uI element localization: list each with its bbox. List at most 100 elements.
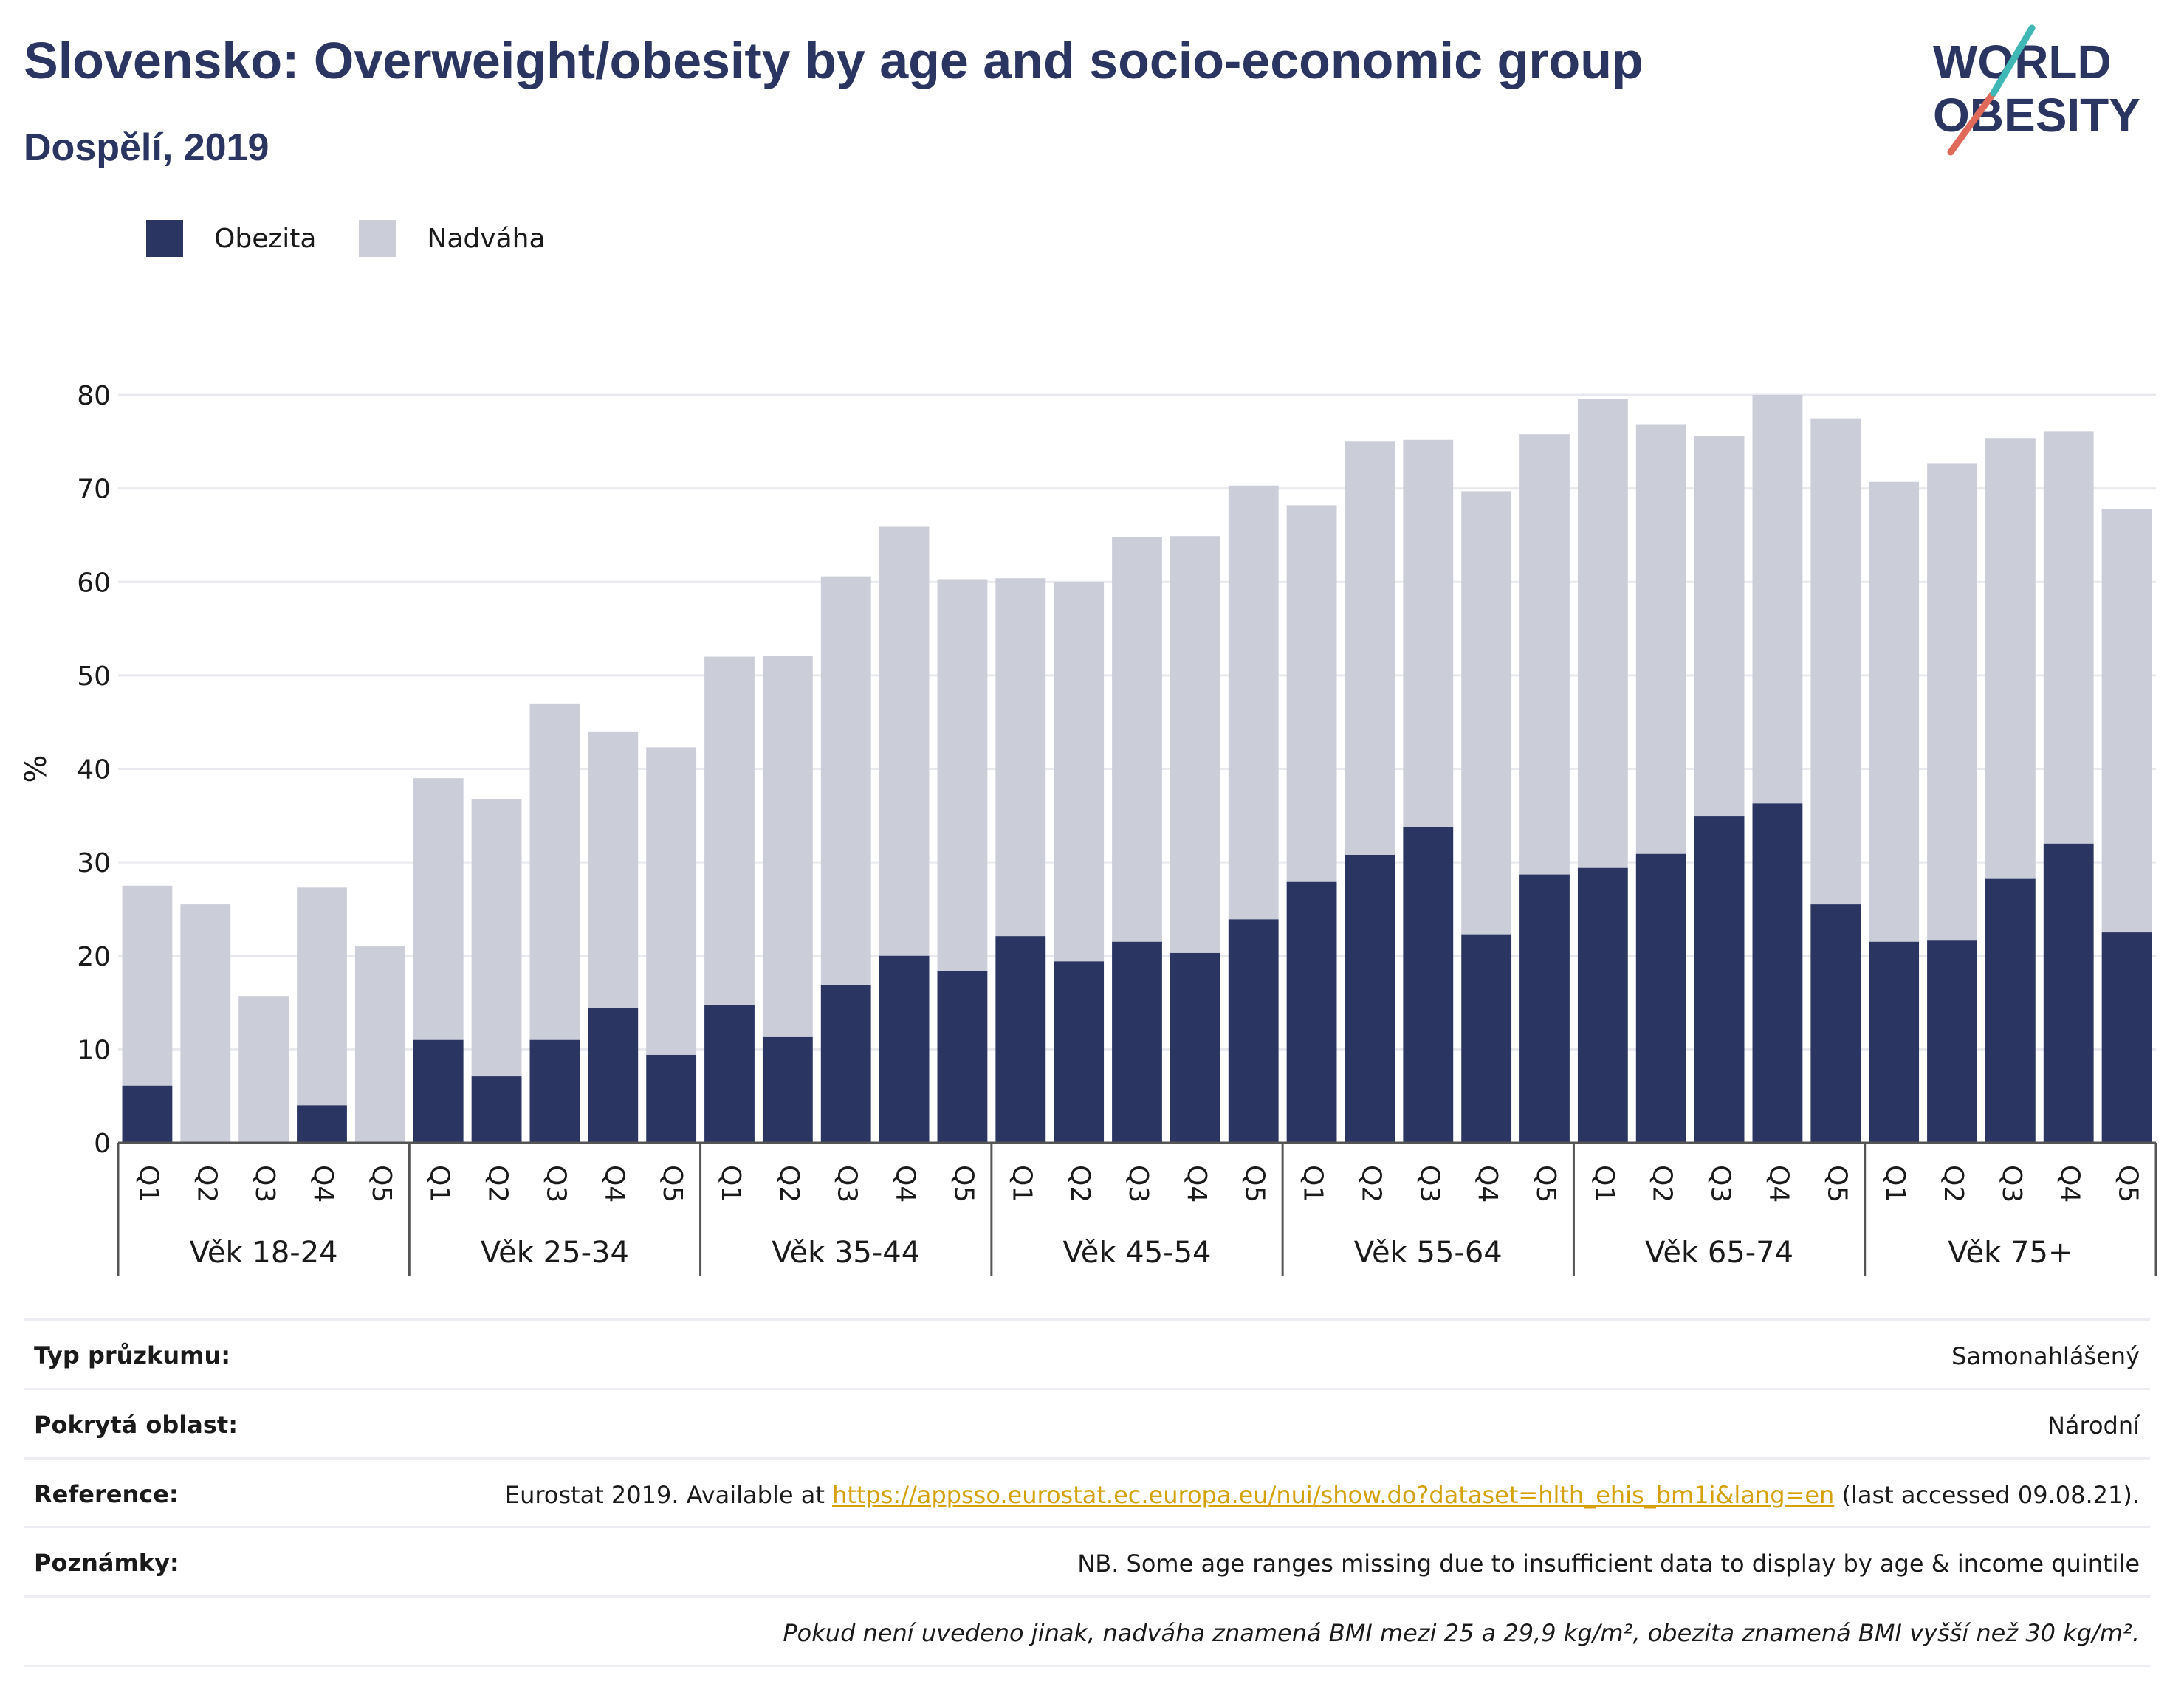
info-row-survey-type: Typ průzkumu: Samonahlášený (24, 1318, 2150, 1388)
bar-obezita (1985, 878, 2036, 1143)
y-tick-label: 80 (77, 381, 111, 411)
x-tick-label: Q4 (1472, 1165, 1503, 1203)
legend-label-obezita: Obezita (214, 223, 317, 254)
x-tick-label: Q5 (1821, 1165, 1852, 1203)
y-tick-label: 40 (77, 755, 111, 785)
bar-obezita (646, 1054, 697, 1143)
y-tick-label: 70 (77, 475, 111, 505)
x-tick-label: Q2 (1356, 1165, 1386, 1203)
legend-item-obezita: Obezita (146, 220, 316, 257)
bar-nadvaha (238, 996, 289, 1143)
bar-nadvaha (354, 946, 405, 1143)
y-tick-label: 30 (77, 848, 111, 879)
x-tick-label: Q1 (425, 1165, 455, 1203)
x-tick-label: Q4 (1181, 1165, 1212, 1203)
bar-nadvaha (1985, 438, 2036, 879)
info-row-reference: Reference: Eurostat 2019. Available at h… (24, 1457, 2150, 1527)
x-tick-label: Q4 (2055, 1165, 2085, 1203)
bar-nadvaha (180, 904, 231, 1143)
group-label: Věk 75+ (1948, 1236, 2073, 1270)
chart-legend: Obezita Nadváha (146, 219, 588, 258)
bar-obezita (1577, 867, 1628, 1143)
bar-nadvaha (995, 578, 1046, 937)
x-tick-label: Q2 (191, 1165, 222, 1203)
bar-nadvaha (1869, 481, 1920, 942)
bar-obezita (879, 955, 930, 1143)
coverage-label: Pokrytá oblast: (34, 1410, 238, 1439)
x-tick-label: Q5 (657, 1165, 687, 1203)
logo-slash-teal (1990, 24, 2036, 97)
bar-nadvaha (1810, 418, 1861, 905)
x-tick-label: Q3 (832, 1165, 862, 1203)
x-tick-label: Q5 (948, 1165, 978, 1203)
reference-label: Reference: (34, 1479, 179, 1508)
legend-swatch-obezita (146, 220, 183, 257)
notes-value: NB. Some age ranges missing due to insuf… (1077, 1550, 2140, 1578)
x-tick-label: Q3 (1706, 1165, 1736, 1203)
notes-label: Poznámky: (34, 1549, 179, 1578)
bar-obezita (820, 985, 871, 1143)
x-tick-label: Q4 (308, 1165, 338, 1203)
bar-nadvaha (297, 887, 347, 1106)
x-tick-label: Q2 (483, 1165, 513, 1203)
footnote: Pokud není uvedeno jinak, nadváha znamen… (783, 1619, 2140, 1648)
x-tick-label: Q5 (2113, 1165, 2143, 1203)
x-tick-label: Q5 (1240, 1165, 1270, 1203)
x-tick-label: Q2 (1065, 1165, 1095, 1203)
bar-nadvaha (1752, 395, 1803, 804)
x-tick-label: Q1 (1880, 1165, 1910, 1203)
bar-nadvaha (646, 747, 697, 1055)
x-tick-label: Q4 (1763, 1165, 1793, 1203)
info-row-coverage: Pokrytá oblast: Národní (24, 1387, 2150, 1457)
reference-suffix: (last accessed 09.08.21). (1834, 1480, 2140, 1509)
group-label: Věk 65-74 (1645, 1236, 1793, 1270)
x-tick-label: Q1 (715, 1165, 746, 1203)
bar-nadvaha (1519, 434, 1570, 875)
bar-nadvaha (1403, 439, 1454, 828)
bar-nadvaha (529, 703, 580, 1040)
bar-obezita (1403, 827, 1454, 1143)
y-tick-label: 10 (77, 1035, 111, 1065)
bar-nadvaha (1694, 436, 1745, 817)
bar-obezita (529, 1039, 580, 1143)
y-tick-label: 20 (77, 942, 111, 972)
bar-obezita (1461, 934, 1512, 1143)
coverage-value: Národní (2047, 1411, 2140, 1440)
bar-nadvaha (1635, 424, 1686, 854)
bar-obezita (1927, 940, 1977, 1143)
reference-link[interactable]: https://appsso.eurostat.ec.europa.eu/nui… (832, 1480, 1835, 1509)
y-tick-label: 0 (94, 1129, 111, 1159)
bar-nadvaha (762, 656, 813, 1037)
x-tick-label: Q3 (1414, 1165, 1444, 1203)
bar-obezita (588, 1008, 639, 1143)
bar-obezita (762, 1036, 813, 1143)
x-tick-label: Q2 (1938, 1165, 1968, 1203)
x-tick-label: Q4 (890, 1165, 921, 1203)
x-tick-label: Q4 (599, 1165, 629, 1203)
bar-obezita (2043, 843, 2094, 1143)
logo-slash-red (1947, 89, 1997, 156)
bar-nadvaha (1054, 582, 1105, 962)
bar-obezita (1635, 853, 1686, 1143)
group-label: Věk 35-44 (772, 1236, 920, 1270)
bar-obezita (1869, 941, 1920, 1143)
survey-type-value: Samonahlášený (1951, 1342, 2140, 1370)
x-tick-label: Q1 (1298, 1165, 1328, 1203)
bar-obezita (1519, 874, 1570, 1143)
bar-obezita (1054, 961, 1105, 1143)
x-tick-label: Q2 (774, 1165, 804, 1203)
x-tick-label: Q3 (1123, 1165, 1153, 1203)
bar-obezita (1694, 816, 1745, 1143)
bar-nadvaha (820, 576, 871, 986)
bar-obezita (1752, 803, 1803, 1143)
x-tick-label: Q1 (1006, 1165, 1037, 1203)
bar-obezita (413, 1039, 464, 1143)
bar-nadvaha (1927, 463, 1977, 941)
bar-nadvaha (1112, 537, 1162, 942)
x-tick-label: Q1 (133, 1165, 163, 1203)
bar-obezita (471, 1076, 522, 1143)
group-label: Věk 55-64 (1354, 1236, 1503, 1270)
bar-nadvaha (1228, 485, 1279, 920)
x-tick-label: Q5 (1531, 1165, 1561, 1203)
bar-obezita (2101, 932, 2152, 1143)
